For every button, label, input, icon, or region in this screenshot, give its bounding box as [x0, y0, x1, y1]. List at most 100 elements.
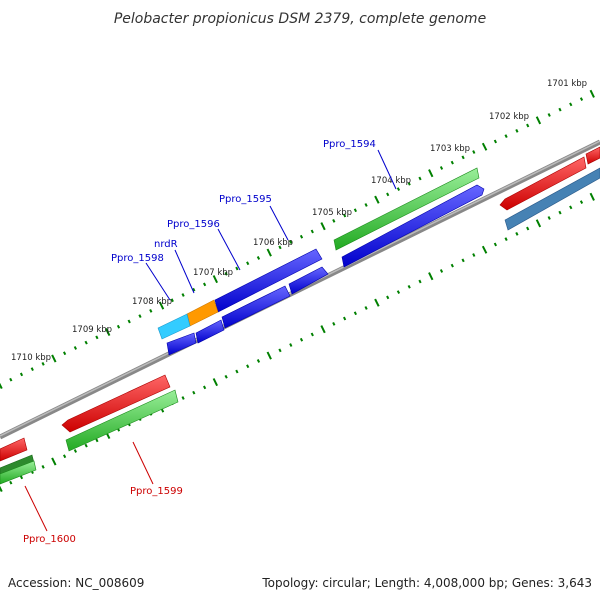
- inner-tick: [299, 337, 304, 342]
- outer-tick: [19, 372, 24, 377]
- outer-tick: [105, 328, 111, 337]
- gene-steel-right[interactable]: [504, 167, 600, 231]
- outer-tick: [558, 107, 562, 112]
- tick-label-1704: 1704 kbp: [371, 176, 411, 186]
- tick-label-1701: 1701 kbp: [547, 79, 587, 89]
- outer-tick: [374, 195, 380, 204]
- inner-tick: [589, 192, 595, 201]
- outer-tick: [418, 176, 422, 181]
- inner-tick: [558, 210, 562, 215]
- gene-Ppro-1598[interactable]: [157, 313, 191, 340]
- outer-tick: [30, 367, 34, 372]
- gene-green-left[interactable]: [0, 460, 37, 485]
- tick-label-1707: 1707 kbp: [193, 268, 233, 278]
- gene-red-right-2[interactable]: [585, 146, 600, 165]
- inner-tick: [278, 348, 282, 353]
- inner-tick: [515, 231, 519, 236]
- gene-label-Ppro-1596[interactable]: Ppro_1596: [167, 219, 220, 230]
- gene-track: [0, 146, 600, 485]
- outer-tick: [73, 346, 78, 350]
- inner-tick: [504, 237, 508, 242]
- outer-tick: [212, 275, 218, 284]
- outer-tick: [310, 229, 314, 234]
- outer-tick: [353, 208, 358, 213]
- genome-summary-text: Topology: circular; Length: 4,008,000 bp…: [261, 576, 592, 590]
- outer-tick-track: [0, 89, 595, 390]
- inner-tick: [481, 245, 488, 254]
- tick-label-1710: 1710 kbp: [11, 353, 51, 363]
- outer-tick: [84, 340, 88, 345]
- outer-tick: [547, 113, 551, 117]
- gene-Ppro-1596[interactable]: [221, 285, 291, 329]
- outer-tick: [192, 287, 196, 292]
- outer-tick: [299, 234, 304, 239]
- outer-tick: [320, 222, 326, 231]
- outer-tick: [526, 123, 530, 128]
- inner-tick: [212, 378, 218, 387]
- gene-label-Ppro-1594[interactable]: Ppro_1594: [323, 139, 376, 150]
- inner-tick: [579, 200, 584, 204]
- inner-tick: [364, 306, 368, 310]
- inner-tick: [62, 454, 67, 459]
- inner-tick: [472, 253, 476, 257]
- gene-label-Ppro-1599[interactable]: Ppro_1599: [130, 486, 183, 497]
- outer-tick: [332, 218, 336, 223]
- inner-tick: [84, 443, 88, 448]
- inner-tick: [526, 226, 530, 231]
- inner-tick: [203, 385, 207, 390]
- outer-tick: [589, 89, 595, 98]
- gene-blue-reverse-1[interactable]: [341, 184, 485, 268]
- gene-blue-small-mid[interactable]: [195, 319, 225, 344]
- outer-tick: [203, 282, 207, 287]
- inner-tick: [192, 390, 196, 395]
- gene-green-1599[interactable]: [65, 389, 179, 452]
- gene-label-nrdR[interactable]: nrdR: [154, 239, 178, 250]
- outer-tick: [95, 335, 99, 340]
- inner-tick: [19, 475, 24, 480]
- outer-tick: [235, 266, 239, 271]
- inner-tick: [461, 258, 465, 263]
- outer-tick: [342, 213, 347, 218]
- inner-tick: [535, 219, 542, 228]
- outer-tick: [149, 308, 153, 313]
- inner-tick: [51, 457, 57, 466]
- outer-tick: [450, 160, 454, 165]
- inner-tick: [224, 374, 228, 379]
- inner-tick: [386, 295, 390, 300]
- gene-nrdR[interactable]: [186, 299, 219, 327]
- gene-Ppro-1599[interactable]: [61, 374, 171, 433]
- outer-tick: [41, 361, 45, 366]
- gene-Ppro-1595[interactable]: [214, 248, 323, 313]
- outer-tick: [256, 256, 261, 260]
- outer-tick: [364, 203, 368, 207]
- gene-red-right-1[interactable]: [499, 156, 587, 211]
- outer-tick: [386, 192, 390, 197]
- outer-tick: [9, 377, 13, 382]
- inner-tick: [428, 272, 434, 281]
- gene-blue-small-right[interactable]: [288, 266, 329, 295]
- tick-label-1702: 1702 kbp: [489, 112, 529, 122]
- inner-tick-track: [0, 192, 595, 493]
- tick-label-1706: 1706 kbp: [253, 238, 293, 248]
- inner-tick: [353, 311, 358, 316]
- outer-tick: [116, 324, 121, 329]
- inner-tick: [0, 485, 3, 493]
- inner-tick: [41, 464, 45, 469]
- outer-tick: [493, 139, 498, 144]
- gene-blue-small-left[interactable]: [166, 332, 197, 356]
- tick-label-1709: 1709 kbp: [72, 325, 112, 335]
- inner-tick: [310, 332, 314, 337]
- gene-Ppro-1594[interactable]: [333, 167, 480, 251]
- outer-tick: [127, 319, 131, 324]
- outer-tick: [396, 187, 401, 191]
- gene-label-Ppro-1595[interactable]: Ppro_1595: [219, 194, 272, 205]
- gene-Ppro-1600[interactable]: [0, 437, 28, 462]
- inner-tick: [342, 316, 347, 321]
- inner-tick: [569, 205, 573, 210]
- outer-tick: [569, 102, 573, 107]
- tick-label-1708: 1708 kbp: [132, 297, 172, 307]
- gene-label-Ppro-1598[interactable]: Ppro_1598: [111, 253, 164, 264]
- gene-label-Ppro-1600[interactable]: Ppro_1600: [23, 534, 76, 545]
- inner-tick: [439, 269, 444, 273]
